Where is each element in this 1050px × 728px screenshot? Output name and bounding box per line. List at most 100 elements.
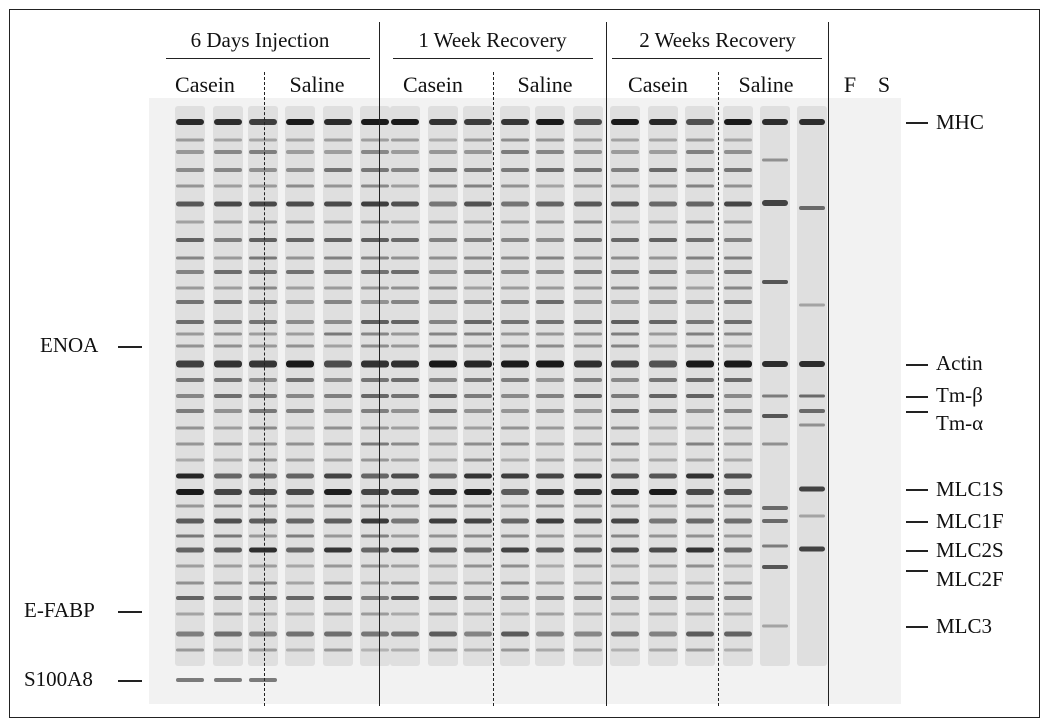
gel-band [649, 442, 677, 446]
gel-band [501, 220, 529, 224]
gel-band [686, 442, 714, 446]
gel-band [464, 504, 492, 508]
gel-band [464, 270, 492, 274]
gel-band [724, 168, 752, 172]
gel-band [649, 564, 677, 568]
gel-band [324, 518, 352, 524]
gel-band [361, 518, 389, 524]
gel-band [214, 534, 242, 538]
gel-band [214, 458, 242, 462]
gel-band [391, 581, 419, 585]
gel-band [464, 547, 492, 553]
gel-band [649, 518, 677, 524]
gel-band [324, 648, 352, 652]
marker-tick [906, 626, 928, 628]
gel-band [176, 547, 204, 553]
gel-band [286, 256, 314, 260]
gel-band [214, 394, 242, 398]
gel-band [686, 344, 714, 348]
gel-band [391, 534, 419, 538]
gel-band [429, 201, 457, 207]
gel-band [249, 286, 277, 290]
gel-band [214, 648, 242, 652]
gel-band [649, 394, 677, 398]
gel-band [214, 564, 242, 568]
gel-band [249, 184, 277, 188]
gel-band [724, 332, 752, 336]
gel-band [361, 344, 389, 348]
gel-band [501, 547, 529, 553]
marker-tick [906, 411, 928, 413]
gel-band [176, 238, 204, 242]
gel-band [429, 489, 457, 495]
gel-band [762, 394, 788, 398]
gel-band [214, 596, 242, 600]
gel-band [286, 201, 314, 207]
gel-band [536, 378, 564, 382]
gel-band [611, 458, 639, 462]
marker-label-efabp: E-FABP [24, 598, 95, 622]
gel-band [429, 442, 457, 446]
gel-band [214, 119, 242, 125]
gel-band [324, 286, 352, 290]
gel-band [361, 150, 389, 154]
gel-band [799, 546, 825, 552]
gel-band [249, 442, 277, 446]
gel-band [536, 504, 564, 508]
gel-band [429, 138, 457, 142]
group-separator [606, 22, 607, 706]
gel-band [536, 238, 564, 242]
lane-smear [573, 106, 603, 666]
gel-band [324, 631, 352, 637]
gel-band [686, 534, 714, 538]
gel-band [686, 564, 714, 568]
gel-band [361, 138, 389, 142]
marker-label-mlc1f: MLC1F [936, 509, 1004, 533]
gel-band [176, 612, 204, 616]
gel-band [649, 547, 677, 553]
gel-band [724, 409, 752, 413]
gel-band [649, 184, 677, 188]
gel-band [324, 378, 352, 382]
gel-band [429, 286, 457, 290]
gel-band [214, 320, 242, 324]
gel-band [611, 168, 639, 172]
gel-band [649, 320, 677, 324]
gel-band [249, 473, 277, 479]
gel-band [611, 648, 639, 652]
gel-band [361, 394, 389, 398]
lane-smear [797, 106, 827, 666]
gel-band [686, 138, 714, 142]
gel-band [176, 442, 204, 446]
gel-band [286, 442, 314, 446]
gel-band [324, 360, 352, 368]
gel-band [286, 270, 314, 274]
gel-band [649, 631, 677, 637]
gel-band [501, 119, 529, 125]
gel-band [324, 409, 352, 413]
gel-band [611, 344, 639, 348]
gel-band [686, 119, 714, 125]
gel-band [611, 504, 639, 508]
gel-band [286, 458, 314, 462]
gel-band [391, 378, 419, 382]
gel-band [501, 286, 529, 290]
gel-band [799, 486, 825, 492]
gel-band [501, 489, 529, 495]
gel-band [464, 631, 492, 637]
marker-tick [906, 570, 928, 572]
gel-band [361, 426, 389, 430]
gel-band [501, 612, 529, 616]
gel-band [686, 547, 714, 553]
gel-band [464, 360, 492, 368]
gel-band [501, 256, 529, 260]
gel-band [574, 270, 602, 274]
gel-band [429, 168, 457, 172]
gel-band [214, 286, 242, 290]
gel-band [799, 514, 825, 518]
gel-band [724, 150, 752, 154]
gel-band [286, 220, 314, 224]
gel-band [724, 489, 752, 495]
gel-band [214, 518, 242, 524]
gel-band [501, 300, 529, 304]
